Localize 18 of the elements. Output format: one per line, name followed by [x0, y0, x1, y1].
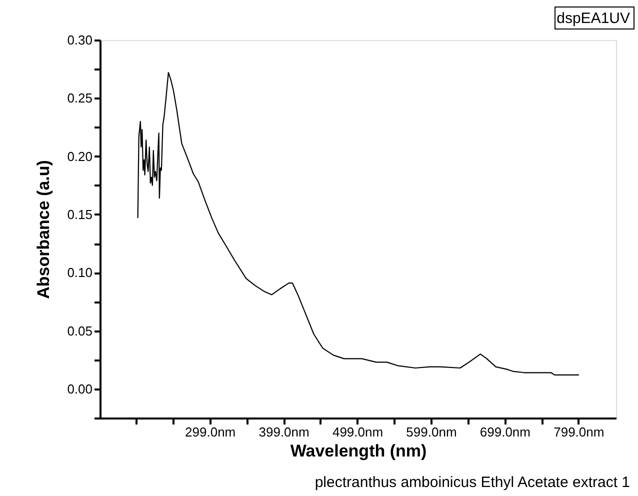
x-axis-title: Wavelength (nm)	[290, 442, 427, 460]
x-tick-label: 299.0nm	[185, 424, 236, 440]
y-tick-label: 0.30	[67, 32, 92, 48]
x-tick-label: 599.0nm	[406, 424, 457, 440]
y-tick-label: 0.05	[67, 323, 92, 338]
y-tick-label: 0.10	[67, 265, 92, 280]
y-axis-title: Absorbance (a.u)	[34, 160, 54, 299]
text: dspEA1UV	[556, 10, 630, 27]
x-tick-label: 499.0nm	[332, 424, 384, 440]
x-tick-label: 399.0nm	[258, 424, 310, 440]
x-tick-label: 699.0nm	[480, 424, 530, 440]
y-tick-label: 0.25	[67, 90, 92, 106]
y-tick-label: 0.00	[67, 381, 92, 396]
line-series	[137, 72, 580, 376]
y-tick-label: 0.15	[67, 206, 92, 222]
x-tick-label: 799.0nm	[554, 424, 604, 440]
y-tick-label: 0.20	[67, 148, 92, 164]
text: plectranthus amboinicus Ethyl Acetate extract 1	[314, 474, 630, 491]
